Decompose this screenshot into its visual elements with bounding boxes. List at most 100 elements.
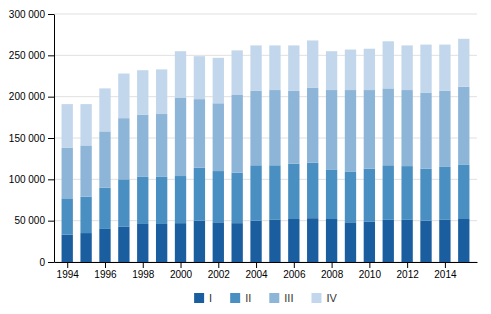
bar <box>99 229 110 262</box>
bar <box>80 233 91 262</box>
y-axis: 050 000100 000150 000200 000250 000300 0… <box>9 9 55 268</box>
y-tick-label: 250 000 <box>9 50 46 61</box>
y-tick: 150 000 <box>9 133 54 144</box>
x-tick-label: 2014 <box>434 269 457 280</box>
x-tick-mark <box>105 262 106 268</box>
bar <box>137 115 148 177</box>
y-tick-mark <box>48 55 54 56</box>
legend-item: IV <box>311 292 337 304</box>
bar <box>137 70 148 115</box>
bar <box>194 221 205 262</box>
bar <box>269 165 280 220</box>
bar <box>118 74 129 119</box>
y-tick: 50 000 <box>14 215 54 226</box>
bar <box>194 99 205 168</box>
x-tick-mark <box>294 262 295 268</box>
bar <box>99 131 110 187</box>
y-tick-label: 200 000 <box>9 91 46 102</box>
y-tick: 200 000 <box>9 91 54 102</box>
bar <box>326 169 337 219</box>
bar <box>175 51 186 97</box>
grid <box>54 14 477 262</box>
x-tick-label: 2006 <box>283 269 306 280</box>
bar <box>213 103 224 171</box>
x-tick-label: 2004 <box>245 269 268 280</box>
y-tick: 250 000 <box>9 50 54 61</box>
bar <box>288 164 299 219</box>
bar <box>326 90 337 169</box>
bar <box>345 172 356 222</box>
x-tick-mark <box>143 262 144 268</box>
bar <box>364 49 375 90</box>
bar <box>80 104 91 145</box>
plot: 1994199619982000200220042006200820102012… <box>9 9 478 280</box>
bar <box>156 224 167 262</box>
bar <box>307 218 318 262</box>
bars <box>62 39 470 262</box>
x-tick: 1994 <box>57 262 80 280</box>
bar <box>213 58 224 103</box>
x-tick-mark <box>332 262 333 268</box>
legend-item: III <box>269 292 293 304</box>
y-tick-mark <box>48 138 54 139</box>
bar <box>364 90 375 169</box>
bar <box>62 198 73 234</box>
x-tick-label: 2008 <box>321 269 344 280</box>
x-tick-mark <box>67 262 68 268</box>
y-tick-label: 0 <box>39 257 45 268</box>
x-tick: 2002 <box>208 262 231 280</box>
bar <box>250 45 261 90</box>
legend-swatch <box>311 293 321 303</box>
grid-line <box>54 179 477 180</box>
bar <box>175 176 186 223</box>
chart: 1994199619982000200220042006200820102012… <box>0 0 491 314</box>
bar <box>307 40 318 87</box>
bar <box>383 220 394 262</box>
y-tick: 0 <box>39 257 54 268</box>
series <box>62 39 470 148</box>
bar <box>420 221 431 262</box>
bar <box>345 50 356 91</box>
x-tick: 2006 <box>283 262 306 280</box>
bar <box>137 224 148 262</box>
y-tick-mark <box>48 97 54 98</box>
bar <box>420 169 431 221</box>
bar <box>194 168 205 221</box>
bar <box>401 166 412 220</box>
bar <box>439 45 450 91</box>
bar <box>383 88 394 165</box>
x-tick-label: 1996 <box>94 269 117 280</box>
bar <box>62 148 73 198</box>
x-tick-label: 2002 <box>208 269 231 280</box>
bar <box>307 163 318 218</box>
bar <box>118 118 129 179</box>
legend-swatch <box>194 293 204 303</box>
x-tick-label: 2010 <box>359 269 382 280</box>
y-tick: 300 000 <box>9 9 54 20</box>
bar <box>213 171 224 222</box>
bar <box>175 223 186 262</box>
bar <box>288 45 299 90</box>
bar <box>326 51 337 90</box>
bar <box>439 91 450 167</box>
bar <box>420 45 431 93</box>
bar <box>458 39 469 87</box>
x-tick-label: 2012 <box>397 269 420 280</box>
bar <box>420 93 431 169</box>
x-tick: 2014 <box>434 262 457 280</box>
x-tick-mark <box>218 262 219 268</box>
x-axis: 1994199619982000200220042006200820102012… <box>55 262 478 280</box>
bar <box>194 56 205 99</box>
x-tick: 2012 <box>397 262 420 280</box>
y-tick-mark <box>48 179 54 180</box>
bar <box>401 220 412 262</box>
x-tick-label: 2000 <box>170 269 193 280</box>
grid-line <box>54 96 477 97</box>
bar <box>80 145 91 196</box>
legend-item: II <box>230 292 251 304</box>
y-tick-mark <box>48 14 54 15</box>
bar <box>288 219 299 262</box>
grid-line <box>54 138 477 139</box>
y-tick-mark <box>48 262 54 263</box>
grid-line <box>54 14 477 15</box>
